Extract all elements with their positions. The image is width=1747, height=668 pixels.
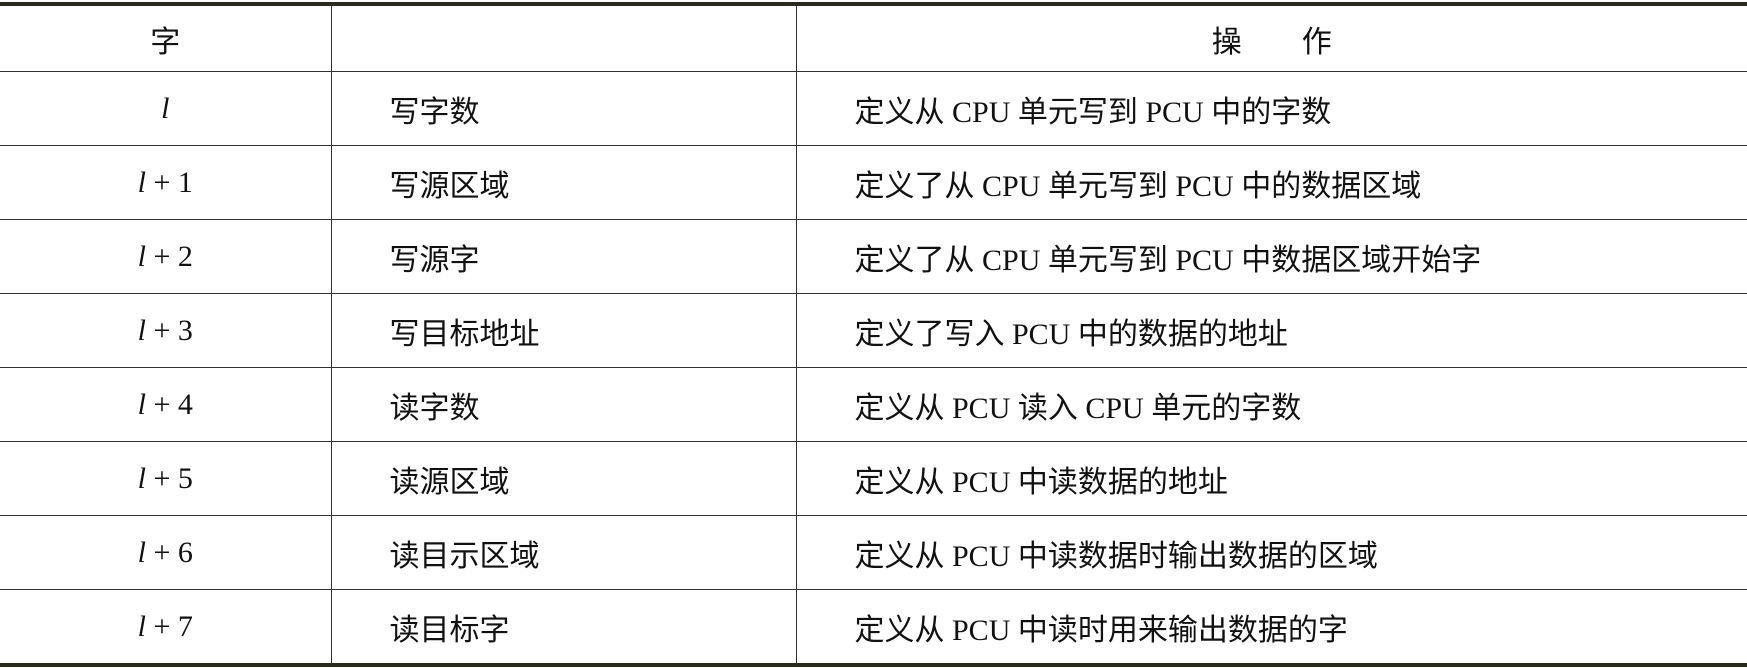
table-row: l + 5 读源区域 定义从 PCU 中读数据的地址: [0, 441, 1747, 516]
operation-cell: 定义从 CPU 单元写到 PCU 中的字数: [795, 71, 1747, 146]
word-symbol: l: [137, 609, 146, 643]
header-word: 字: [0, 4, 331, 72]
operation-cell: 定义了从 CPU 单元写到 PCU 中的数据区域: [795, 145, 1747, 220]
word-offset: + 2: [145, 239, 193, 273]
table-row: l + 1 写源区域 定义了从 CPU 单元写到 PCU 中的数据区域: [0, 145, 1747, 220]
operation-cell: 定义从 PCU 读入 CPU 单元的字数: [795, 367, 1747, 442]
word-symbol: l: [137, 239, 146, 273]
word-cell: l + 3: [0, 293, 331, 368]
operation-cell: 定义从 PCU 中读时用来输出数据的字: [795, 589, 1747, 666]
name-cell: 写目标地址: [330, 293, 796, 368]
word-offset: + 7: [145, 609, 193, 643]
word-offset: + 5: [145, 461, 193, 495]
word-offset: + 3: [145, 313, 193, 347]
word-cell: l + 5: [0, 441, 331, 516]
word-symbol: l: [137, 535, 146, 569]
operation-cell: 定义从 PCU 中读数据的地址: [795, 441, 1747, 516]
table-row: l + 3 写目标地址 定义了写入 PCU 中的数据的地址: [0, 293, 1747, 368]
table-row: l + 6 读目示区域 定义从 PCU 中读数据时输出数据的区域: [0, 515, 1747, 590]
word-offset: + 4: [145, 387, 193, 421]
word-symbol: l: [137, 387, 146, 421]
name-cell: 读目标字: [330, 589, 796, 666]
word-cell: l + 7: [0, 589, 331, 666]
header-row: 字 操作: [0, 4, 1747, 72]
word-symbol: l: [137, 313, 146, 347]
word-offset: + 1: [145, 165, 193, 199]
table-row: l 写字数 定义从 CPU 单元写到 PCU 中的字数: [0, 71, 1747, 146]
header-operation: 操作: [795, 4, 1747, 72]
table-row: l + 4 读字数 定义从 PCU 读入 CPU 单元的字数: [0, 367, 1747, 442]
word-cell: l + 2: [0, 219, 331, 294]
operation-cell: 定义从 PCU 中读数据时输出数据的区域: [795, 515, 1747, 590]
word-cell: l: [0, 71, 331, 146]
table-row: l + 7 读目标字 定义从 PCU 中读时用来输出数据的字: [0, 589, 1747, 666]
word-offset: + 6: [145, 535, 193, 569]
name-cell: 写源区域: [330, 145, 796, 220]
name-cell: 读源区域: [330, 441, 796, 516]
name-cell: 写字数: [330, 71, 796, 146]
header-name: [330, 4, 796, 72]
name-cell: 读字数: [330, 367, 796, 442]
name-cell: 读目示区域: [330, 515, 796, 590]
word-symbol: l: [137, 165, 146, 199]
word-symbol: l: [161, 91, 170, 125]
word-cell: l + 1: [0, 145, 331, 220]
operation-cell: 定义了写入 PCU 中的数据的地址: [795, 293, 1747, 368]
word-cell: l + 6: [0, 515, 331, 590]
table-row: l + 2 写源字 定义了从 CPU 单元写到 PCU 中数据区域开始字: [0, 219, 1747, 294]
operation-cell: 定义了从 CPU 单元写到 PCU 中数据区域开始字: [795, 219, 1747, 294]
word-cell: l + 4: [0, 367, 331, 442]
word-symbol: l: [137, 461, 146, 495]
name-cell: 写源字: [330, 219, 796, 294]
